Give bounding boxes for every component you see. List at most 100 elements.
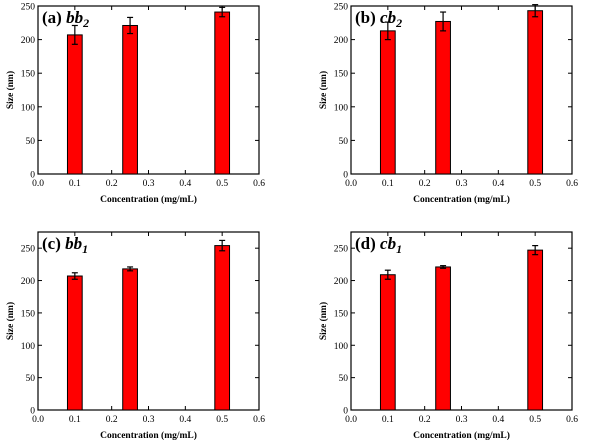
x-tick-label: 0.5 (216, 179, 228, 189)
x-tick-label: 0.1 (382, 415, 394, 425)
x-axis-label: Concentration (mg/mL) (100, 430, 197, 441)
x-axis-label: Concentration (mg/mL) (100, 194, 197, 205)
panel-a: 0.0 0.1 0.2 0.3 0.4 0.5 0.6 0 50 100 150 200 250 (a) … (5, 3, 265, 206)
y-tick-label: 100 (334, 342, 349, 352)
bar (66, 34, 83, 175)
panel-d: 0.0 0.1 0.2 0.3 0.4 0.5 0.6 0 50 100 150 200 250 (d) … (318, 231, 578, 441)
error-bar (219, 239, 226, 252)
y-tick-label: 100 (334, 103, 349, 113)
error-bar (127, 16, 134, 35)
bar (435, 266, 451, 411)
panel-title-prefix: (c) (42, 234, 65, 253)
bar (214, 245, 231, 411)
y-tick-label: 150 (21, 70, 36, 80)
panel-title-subscript: 2 (82, 16, 89, 30)
y-tick-label: 150 (334, 70, 349, 80)
y-tick-label: 250 (334, 3, 349, 13)
y-tick-label: 150 (21, 309, 36, 319)
y-tick-label: 0 (343, 171, 348, 181)
x-tick-label: 0.0 (32, 179, 44, 189)
bar (379, 30, 396, 175)
x-tick-label: 0.4 (179, 179, 191, 189)
x-tick-label: 0.5 (529, 415, 541, 425)
x-tick-label: 0.3 (143, 179, 155, 189)
x-tick-label: 0.6 (253, 415, 265, 425)
x-tick-label: 0.4 (492, 415, 504, 425)
panel-title: (d) cb1 (355, 234, 402, 256)
x-tick-label: 0.6 (566, 415, 578, 425)
panel-title-subscript: 2 (395, 16, 402, 30)
error-bar (384, 269, 391, 280)
x-tick-label: 0.6 (566, 179, 578, 189)
x-tick-label: 0.5 (529, 179, 541, 189)
x-tick-label: 0.4 (492, 179, 504, 189)
error-bar (127, 266, 134, 272)
bar (214, 11, 231, 175)
x-tick-label: 0.4 (179, 415, 191, 425)
x-tick-label: 0.0 (345, 415, 357, 425)
x-tick-label: 0.3 (456, 179, 468, 189)
y-tick-label: 150 (334, 309, 349, 319)
bar (435, 20, 451, 175)
panel-title-name: cb (380, 234, 396, 253)
y-tick-label: 0 (30, 171, 35, 181)
panel-c: 0.0 0.1 0.2 0.3 0.4 0.5 0.6 0 50 100 150 200 250 (c) … (5, 231, 265, 441)
y-axis-label: Size (nm) (5, 71, 16, 109)
y-tick-label: 50 (339, 374, 349, 384)
y-axis-label: Size (nm) (5, 302, 16, 340)
x-axis-label: Concentration (mg/mL) (413, 194, 510, 205)
x-tick-label: 0.6 (253, 179, 265, 189)
error-bar (532, 4, 539, 18)
y-tick-label: 100 (21, 342, 36, 352)
x-tick-label: 0.2 (419, 179, 431, 189)
y-axis-label: Size (nm) (318, 302, 329, 340)
x-tick-label: 0.3 (456, 415, 468, 425)
panel-title-prefix: (b) (355, 8, 380, 27)
y-tick-label: 200 (21, 277, 36, 287)
panel-title: (a) bb2 (42, 8, 89, 30)
panel-title: (b) cb2 (355, 8, 402, 30)
error-bar (219, 6, 226, 18)
error-bar (440, 265, 447, 269)
y-tick-label: 50 (26, 137, 36, 147)
error-bar (71, 24, 78, 45)
y-tick-label: 250 (21, 3, 36, 13)
error-bar (71, 272, 78, 280)
y-tick-label: 250 (334, 245, 349, 255)
x-axis-label: Concentration (mg/mL) (413, 430, 510, 441)
y-tick-label: 200 (334, 36, 349, 46)
bar (66, 275, 83, 411)
y-tick-label: 100 (21, 103, 36, 113)
x-tick-label: 0.2 (419, 415, 431, 425)
y-axis-label: Size (nm) (318, 71, 329, 109)
panel-title-name: bb (66, 8, 83, 27)
x-tick-label: 0.5 (216, 415, 228, 425)
y-tick-label: 250 (21, 245, 36, 255)
x-tick-label: 0.2 (106, 179, 118, 189)
panel-title: (c) bb1 (42, 234, 88, 256)
x-tick-label: 0.1 (69, 179, 81, 189)
panel-title-prefix: (d) (355, 234, 380, 253)
x-tick-label: 0.0 (32, 415, 44, 425)
y-tick-label: 0 (30, 407, 35, 417)
bar (527, 10, 544, 175)
panel-title-subscript: 1 (396, 242, 402, 256)
x-tick-label: 0.3 (143, 415, 155, 425)
error-bar (384, 21, 391, 41)
error-bar (532, 244, 539, 256)
x-tick-label: 0.1 (382, 179, 394, 189)
panel-title-name: bb (65, 234, 82, 253)
y-tick-label: 50 (339, 137, 349, 147)
bar (122, 268, 138, 411)
panel-title-prefix: (a) (42, 8, 66, 27)
x-tick-label: 0.2 (106, 415, 118, 425)
y-tick-label: 0 (343, 407, 348, 417)
panel-b: 0.0 0.1 0.2 0.3 0.4 0.5 0.6 0 50 100 150 200 250 (b) … (318, 3, 578, 206)
error-bar (440, 11, 447, 32)
y-tick-label: 50 (26, 374, 36, 384)
y-tick-label: 200 (334, 277, 349, 287)
panel-title-name: cb (380, 8, 396, 27)
bar (527, 249, 544, 411)
x-tick-label: 0.1 (69, 415, 81, 425)
